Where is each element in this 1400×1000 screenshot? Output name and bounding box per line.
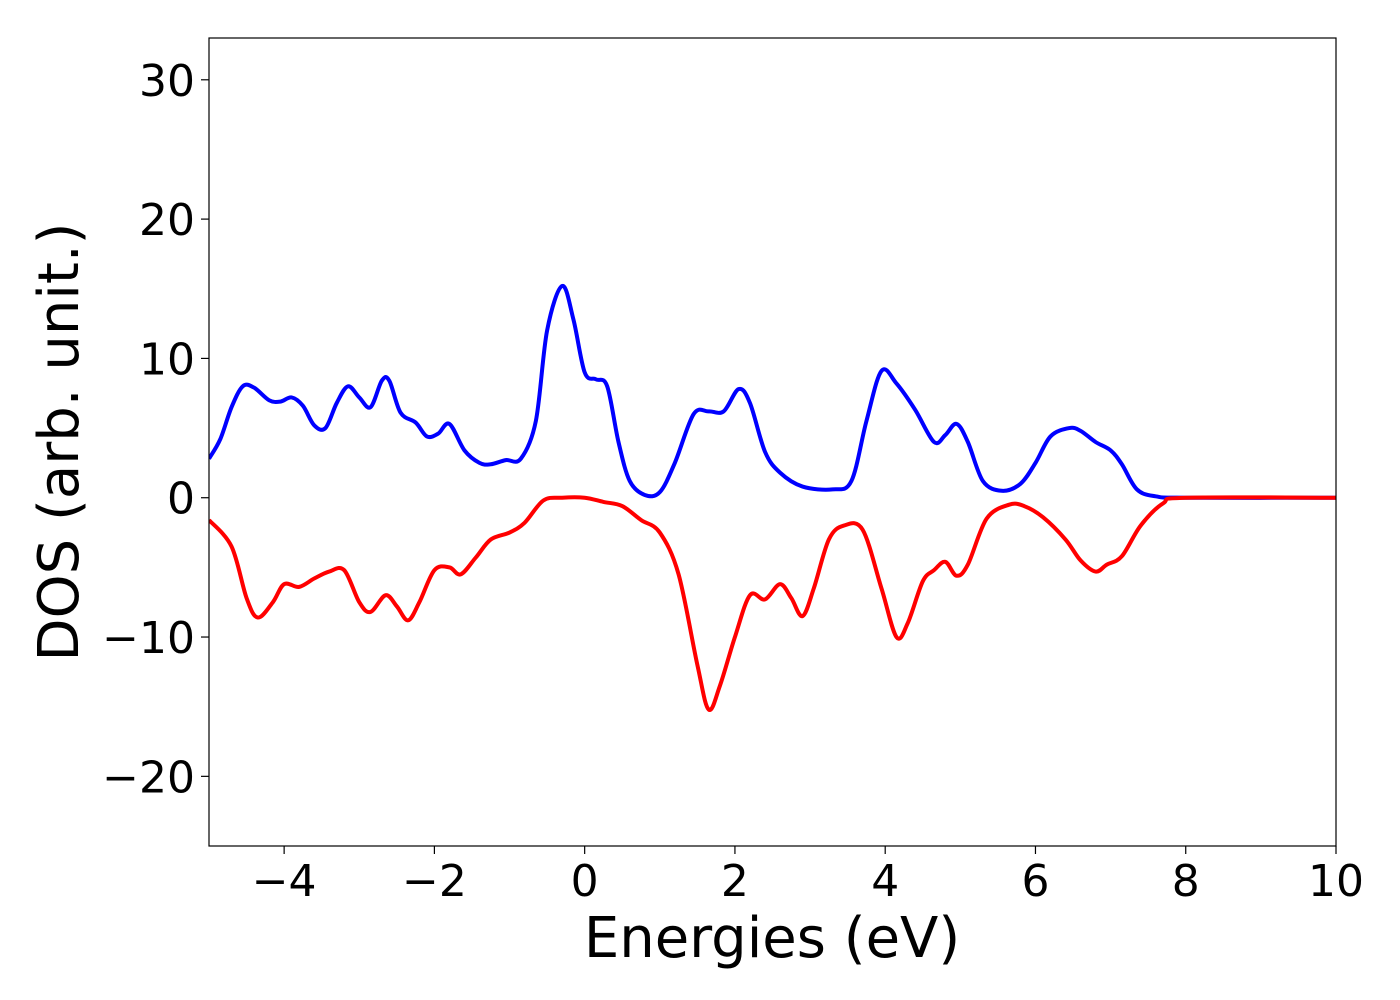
y-tick-label: −10 [102,613,195,664]
x-tick-label: −2 [402,856,467,907]
y-tick-label: 0 [167,474,195,525]
y-tick-label: 10 [139,334,195,385]
x-tick-label: 2 [721,856,749,907]
y-tick-label: −20 [102,752,195,803]
dos-series-line-red [209,495,1336,712]
y-tick-label: 20 [139,195,195,246]
y-axis: −20 −10 0 10 20 30 [102,56,209,803]
x-tick-label: 4 [871,856,899,907]
x-axis: −4 −2 0 2 4 6 8 10 [252,846,1364,907]
x-tick-label: 8 [1172,856,1200,907]
dos-series-line-blue [209,283,1336,500]
x-tick-label: 10 [1308,856,1364,907]
x-tick-label: 6 [1021,856,1049,907]
series-layer [209,283,1336,712]
x-tick-label: −4 [252,856,317,907]
x-axis-title: Energies (eV) [584,906,960,971]
y-tick-label: 30 [139,56,195,107]
plot-frame [208,37,1337,847]
y-axis-title: DOS (arb. unit.) [27,222,92,661]
x-tick-label: 0 [571,856,599,907]
